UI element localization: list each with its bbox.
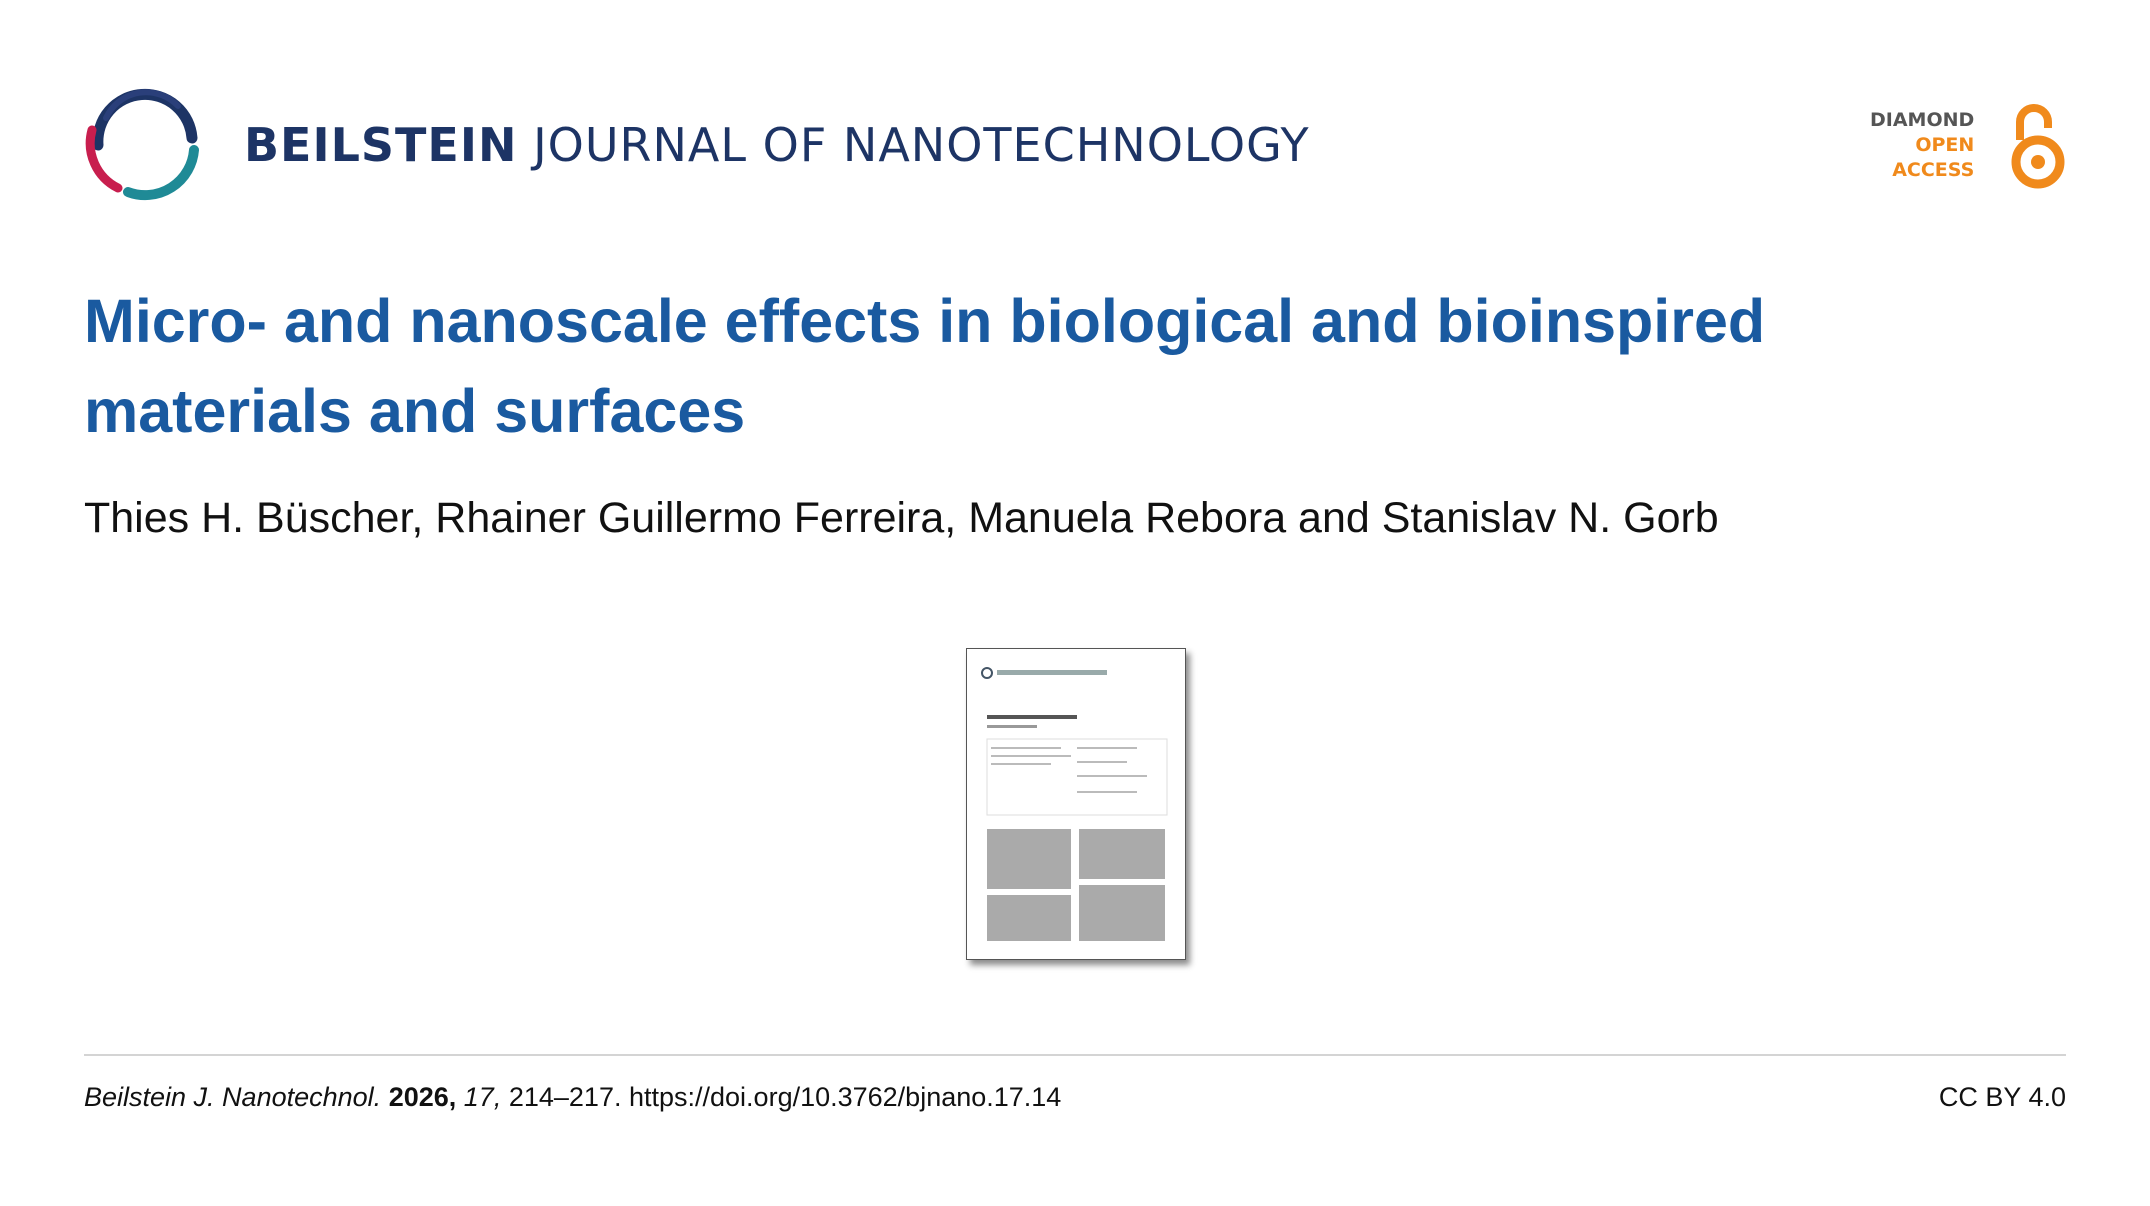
journal-name-rest: JOURNAL OF NANOTECHNOLOGY [533, 118, 1310, 172]
badge-line: DIAMOND [1870, 109, 1975, 131]
citation-year: 2026, [388, 1082, 457, 1112]
citation-journal: Beilstein J. Nanotechnol. [84, 1082, 382, 1112]
open-access-badge: DIAMOND OPEN ACCESS [1870, 108, 1974, 183]
citation-doi: https://doi.org/10.3762/bjnano.17.14 [628, 1082, 1062, 1112]
citation: Beilstein J. Nanotechnol. 2026, 17, 214–… [84, 1082, 1061, 1113]
license: CC BY 4.0 [1938, 1082, 2066, 1112]
article-thumbnail [966, 648, 1186, 960]
article-authors: Thies H. Büscher, Rhainer Guillermo Ferr… [84, 494, 1719, 542]
badge-line: ACCESS [1892, 159, 1975, 181]
footer-rule [84, 1054, 2066, 1056]
article-title: Micro- and nanoscale effects in biologic… [84, 287, 1766, 445]
journal-name: BEILSTEIN JOURNAL OF NANOTECHNOLOGY [244, 118, 1310, 172]
citation-volume: 17, [463, 1082, 502, 1112]
citation-pages: 214–217. [508, 1082, 622, 1112]
thumbnail-content [981, 667, 1168, 941]
journal-logo [85, 88, 199, 201]
badge-line: OPEN [1915, 134, 1975, 156]
journal-name-bold: BEILSTEIN [244, 118, 518, 172]
open-access-icon [2011, 104, 2065, 189]
